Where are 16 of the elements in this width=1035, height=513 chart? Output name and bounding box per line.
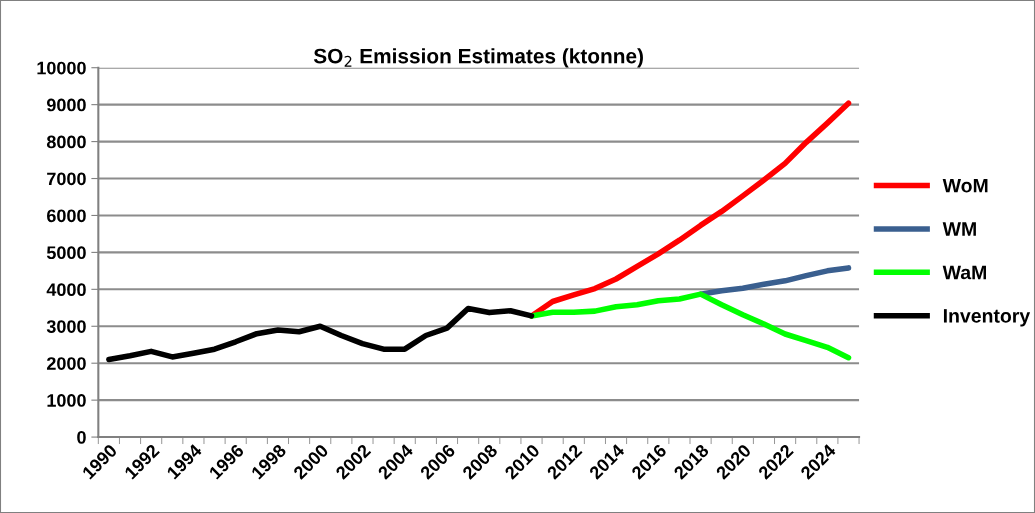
legend-label: WaM [942,265,986,280]
y-tick-label: 9000 [46,98,86,112]
y-tick-label: 0 [77,431,86,444]
y-tick-label: 4000 [46,283,86,297]
y-tick-label: 6000 [47,209,86,223]
chart-title: SO$_{2}$ Emission Estimates (ktonne) [313,48,643,68]
y-tick-label: 2000 [46,357,86,370]
y-tick-label: 10000 [37,61,86,75]
y-tick-label: 1000 [47,394,86,407]
legend-label: WM [942,222,976,236]
y-tick-label: 5000 [46,246,86,260]
y-tick-label: 7000 [47,172,86,186]
legend-label: WoM [942,178,988,193]
legend-label: Inventory [943,309,1031,327]
y-tick-label: 3000 [46,320,86,334]
y-tick-label: 8000 [46,135,86,149]
